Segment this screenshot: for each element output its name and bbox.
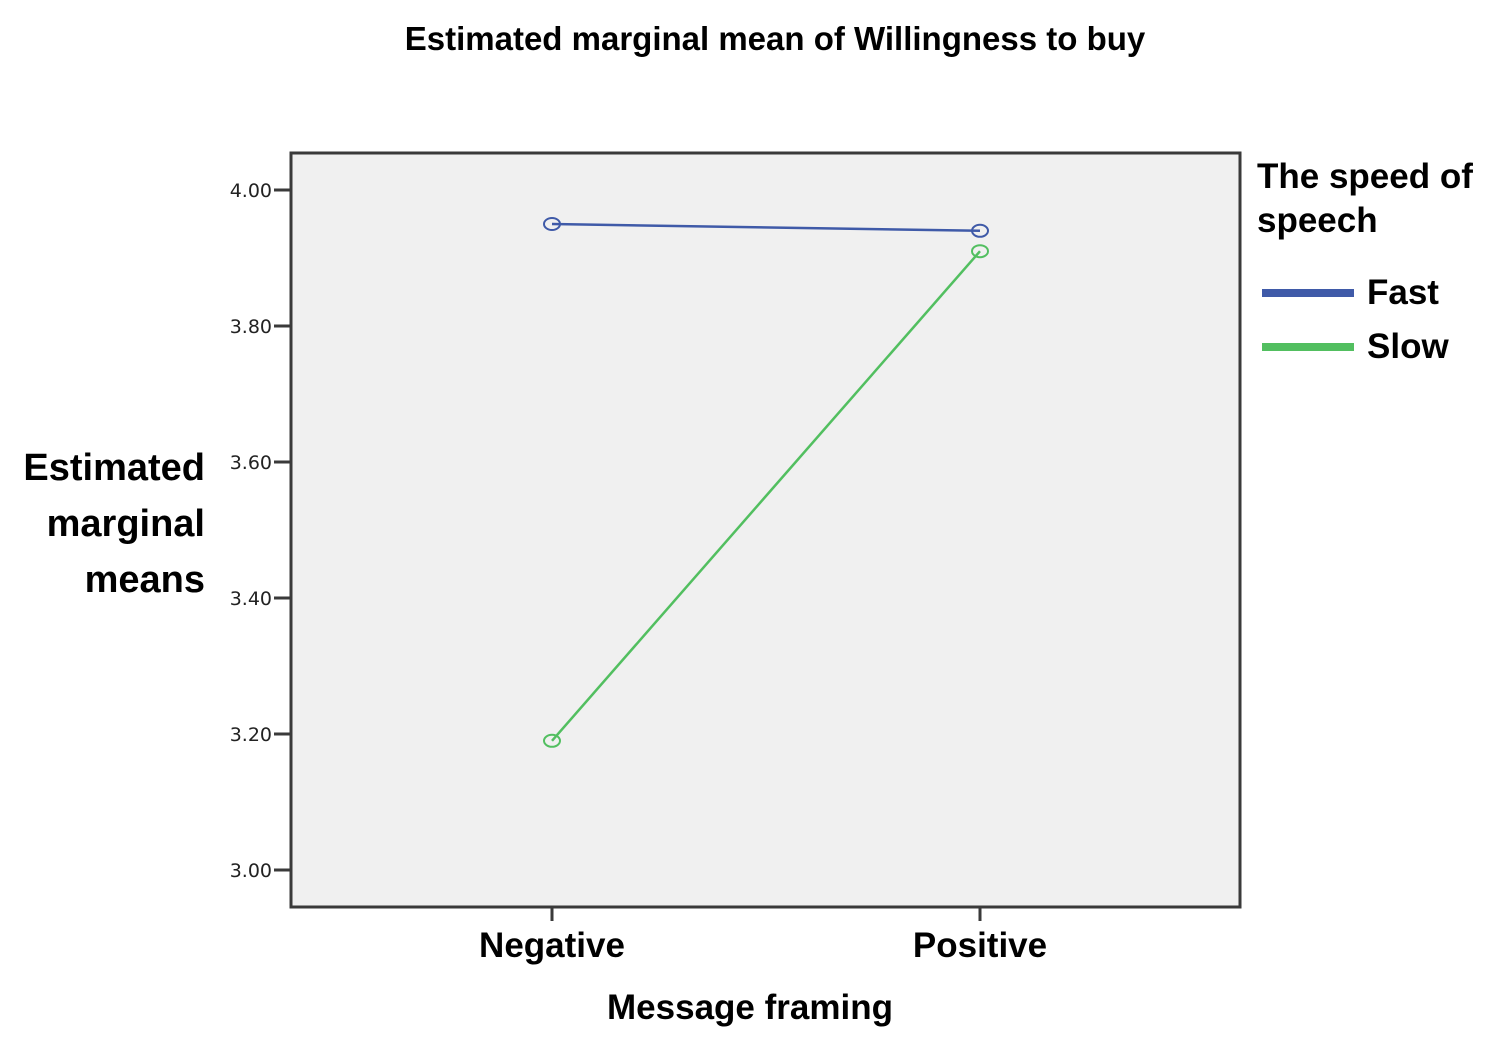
legend-label-slow: Slow xyxy=(1367,327,1449,366)
series-group xyxy=(543,217,989,748)
y-tick-label: 3.20 xyxy=(230,724,272,746)
series-line-fast xyxy=(551,222,981,233)
x-axis-label: Message framing xyxy=(607,988,893,1027)
y-axis-label-line: marginal xyxy=(46,503,205,545)
y-tick-label: 3.00 xyxy=(230,860,272,882)
data-point-marker xyxy=(543,217,561,231)
y-axis-label-line: means xyxy=(84,559,205,601)
x-axis: Negative Positive xyxy=(479,907,1047,965)
legend-swatch-slow xyxy=(1262,343,1354,351)
x-tick-label: Positive xyxy=(913,926,1047,965)
legend-item-fast: Fast xyxy=(1262,273,1439,313)
y-axis-label-line: Estimated xyxy=(23,447,205,489)
data-point-marker xyxy=(543,733,561,748)
plot-background xyxy=(289,151,1242,909)
legend-swatch-fast xyxy=(1262,289,1354,297)
y-tick-label: 3.80 xyxy=(230,316,272,338)
legend-title-line: The speed of xyxy=(1257,157,1473,196)
y-tick-label: 3.60 xyxy=(230,452,272,474)
data-point-marker xyxy=(971,223,989,238)
legend-label-fast: Fast xyxy=(1367,273,1439,312)
series-line-slow xyxy=(551,250,981,742)
y-tick-label: 4.00 xyxy=(230,180,272,202)
legend-title-line: speech xyxy=(1257,201,1378,240)
x-tick-label: Negative xyxy=(479,926,625,965)
chart-title: Estimated marginal mean of Willingness t… xyxy=(404,20,1146,57)
legend-title: The speed of speech xyxy=(1257,155,1497,243)
y-axis: 3.00 3.20 3.40 3.60 3.80 4.00 xyxy=(230,180,291,882)
data-point-marker xyxy=(971,244,989,259)
y-axis-label: Estimated marginal means xyxy=(0,440,205,608)
y-tick-label: 3.40 xyxy=(230,588,272,610)
legend-item-slow: Slow xyxy=(1262,327,1449,367)
